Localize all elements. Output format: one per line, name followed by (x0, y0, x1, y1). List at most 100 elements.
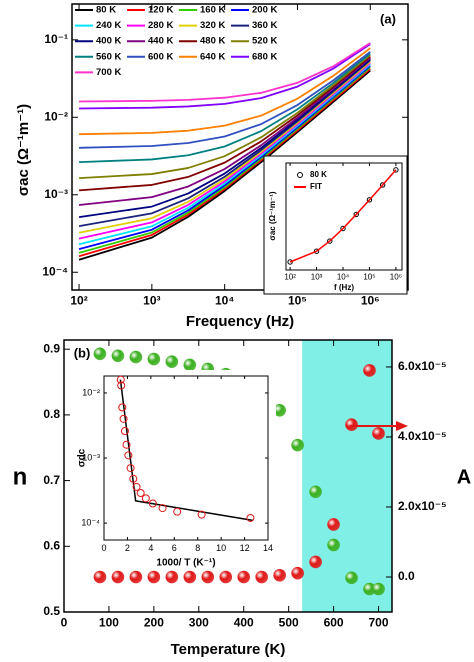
x-tick-label: 10 (216, 543, 226, 553)
legend-label: 680 K (252, 51, 277, 62)
legend-label: 240 K (96, 20, 121, 31)
plot-frame (285, 162, 403, 271)
legend-label: 600 K (148, 51, 173, 62)
data-point (353, 211, 359, 218)
data-point (119, 414, 128, 423)
data-point (340, 225, 346, 232)
data-point (122, 440, 131, 449)
data-point (327, 518, 340, 531)
legend-label: 400 K (96, 36, 121, 47)
legend-label: 200 K (252, 5, 277, 16)
data-point (183, 570, 197, 584)
x-tick-label: 700 (369, 616, 389, 630)
data-point (124, 451, 133, 460)
y-tick-label: 10⁻² (82, 387, 100, 397)
x-tick-label: 10⁴ (215, 294, 234, 308)
y-tick-label: 0.6 (43, 538, 60, 552)
legend-label: 360 K (252, 20, 277, 31)
data-point (309, 555, 322, 569)
data-point (148, 499, 157, 508)
y-axis-label: n (13, 463, 28, 490)
y-axis-label: σdc (77, 448, 88, 467)
y-tick-label: 10⁻³ (82, 452, 100, 462)
data-point (120, 427, 129, 436)
legend-label: 560 K (96, 51, 121, 62)
y-tick-label: 10⁻² (44, 109, 68, 123)
data-point (287, 259, 293, 265)
data-point (126, 464, 135, 473)
y-tick-label: 0.7 (43, 473, 60, 487)
x-tick-label: 400 (234, 616, 254, 630)
data-point (363, 582, 376, 596)
series-line (79, 52, 371, 164)
x-axis-label: Temperature (K) (171, 641, 286, 658)
series-line (78, 55, 371, 192)
data-point (116, 375, 125, 384)
data-point (372, 582, 385, 596)
series-line (78, 57, 371, 206)
legend-label: 80 K (96, 5, 116, 16)
legend-label: FIT (310, 182, 322, 191)
data-point (111, 349, 125, 363)
data-point (201, 570, 215, 584)
legend-label: 80 K (310, 170, 327, 179)
data-point (327, 538, 340, 552)
plot-frame (63, 339, 393, 613)
y-tick-label: 0.8 (43, 407, 60, 421)
series-line (78, 58, 371, 218)
data-point (118, 403, 127, 412)
x-tick-label: 10⁵ (363, 273, 375, 282)
x-tick-label: 10⁶ (390, 273, 402, 282)
data-point (345, 418, 358, 432)
legend-label: 440 K (148, 36, 173, 47)
data-point (309, 485, 322, 499)
x-tick-label: 6 (172, 543, 177, 553)
series-line (78, 59, 371, 227)
data-point (255, 570, 268, 584)
series-line (78, 69, 371, 261)
fit-line (119, 379, 253, 522)
data-point (117, 381, 126, 390)
x-tick-label: 10⁵ (288, 294, 307, 308)
y-axis-label: σac (Ω⁻¹m⁻¹) (268, 191, 277, 241)
panel-label: (b) (74, 345, 91, 360)
y-axis-label: σac (Ω⁻¹m⁻¹) (15, 104, 32, 196)
legend-label: 120 K (148, 5, 173, 16)
y-tick-label: 0.5 (43, 604, 60, 618)
series-line (289, 169, 397, 263)
data-point (183, 358, 197, 372)
x-tick-label: 0 (101, 543, 106, 553)
legend-label: 320 K (200, 20, 225, 31)
x-tick-label: 100 (99, 616, 119, 630)
x-axis-label: f (Hz) (334, 283, 354, 292)
data-point (147, 570, 161, 584)
data-point (273, 568, 286, 582)
data-point (158, 504, 167, 513)
data-point (273, 403, 286, 417)
shaded-region (302, 340, 392, 612)
data-point (129, 570, 143, 584)
series-line (79, 51, 371, 149)
series-line (78, 63, 371, 246)
legend-label: 640 K (200, 51, 225, 62)
y2-axis-label: A (457, 466, 471, 488)
series-line (78, 68, 371, 258)
legend-label: 280 K (148, 20, 173, 31)
x-tick-label: 10² (284, 273, 296, 282)
legend-label: 160 K (200, 5, 225, 16)
y2-tick-label: 0.0 (398, 569, 415, 583)
x-axis-label: Frequency (Hz) (186, 313, 294, 330)
inset-background (263, 155, 408, 295)
x-tick-label: 10² (70, 294, 87, 308)
data-point (129, 350, 143, 364)
x-tick-label: 10³ (311, 273, 323, 282)
y-tick-label: 10⁻⁴ (81, 517, 100, 527)
data-point (147, 352, 161, 366)
data-point (129, 474, 138, 483)
data-point (372, 427, 385, 440)
y2-tick-label: 4.0x10⁻⁵ (398, 429, 447, 443)
data-point (327, 238, 333, 244)
x-tick-label: 600 (324, 616, 344, 630)
